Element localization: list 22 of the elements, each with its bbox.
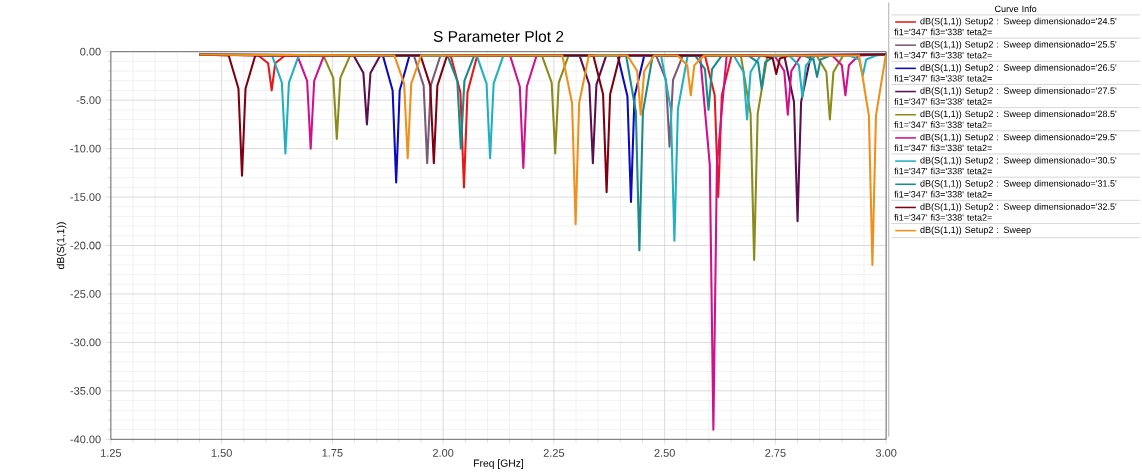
x-tick-label: 1.75 [322, 449, 343, 457]
y-axis-title: dB(S(1,1)) [56, 222, 67, 269]
y-tick-label: -10.00 [70, 144, 101, 153]
legend-title: Curve Info [994, 5, 1037, 13]
y-tick-label: -35.00 [70, 387, 101, 395]
x-tick-label: 1.25 [101, 449, 122, 457]
legend-label: dB(S(1,1)) Setup2 : Sweep [920, 226, 1031, 235]
y-tick-label: -5.00 [76, 96, 101, 105]
y-tick-label: 0.00 [80, 47, 101, 56]
chart-title: S Parameter Plot 2 [433, 30, 564, 42]
y-tick-label: -15.00 [70, 193, 101, 201]
x-axis-title: Freq [GHz] [474, 459, 524, 469]
y-tick-label: -20.00 [70, 241, 101, 250]
x-tick-label: 1.50 [211, 449, 232, 457]
x-tick-label: 2.00 [432, 449, 454, 457]
y-tick-label: -40.00 [70, 435, 101, 444]
x-tick-label: 2.25 [543, 449, 565, 457]
x-tick-label: 2.75 [765, 449, 786, 457]
y-tick-label: -30.00 [70, 338, 101, 347]
y-tick-label: -25.00 [70, 290, 101, 298]
x-tick-label: 3.00 [875, 449, 897, 457]
x-tick-label: 2.50 [654, 449, 675, 457]
